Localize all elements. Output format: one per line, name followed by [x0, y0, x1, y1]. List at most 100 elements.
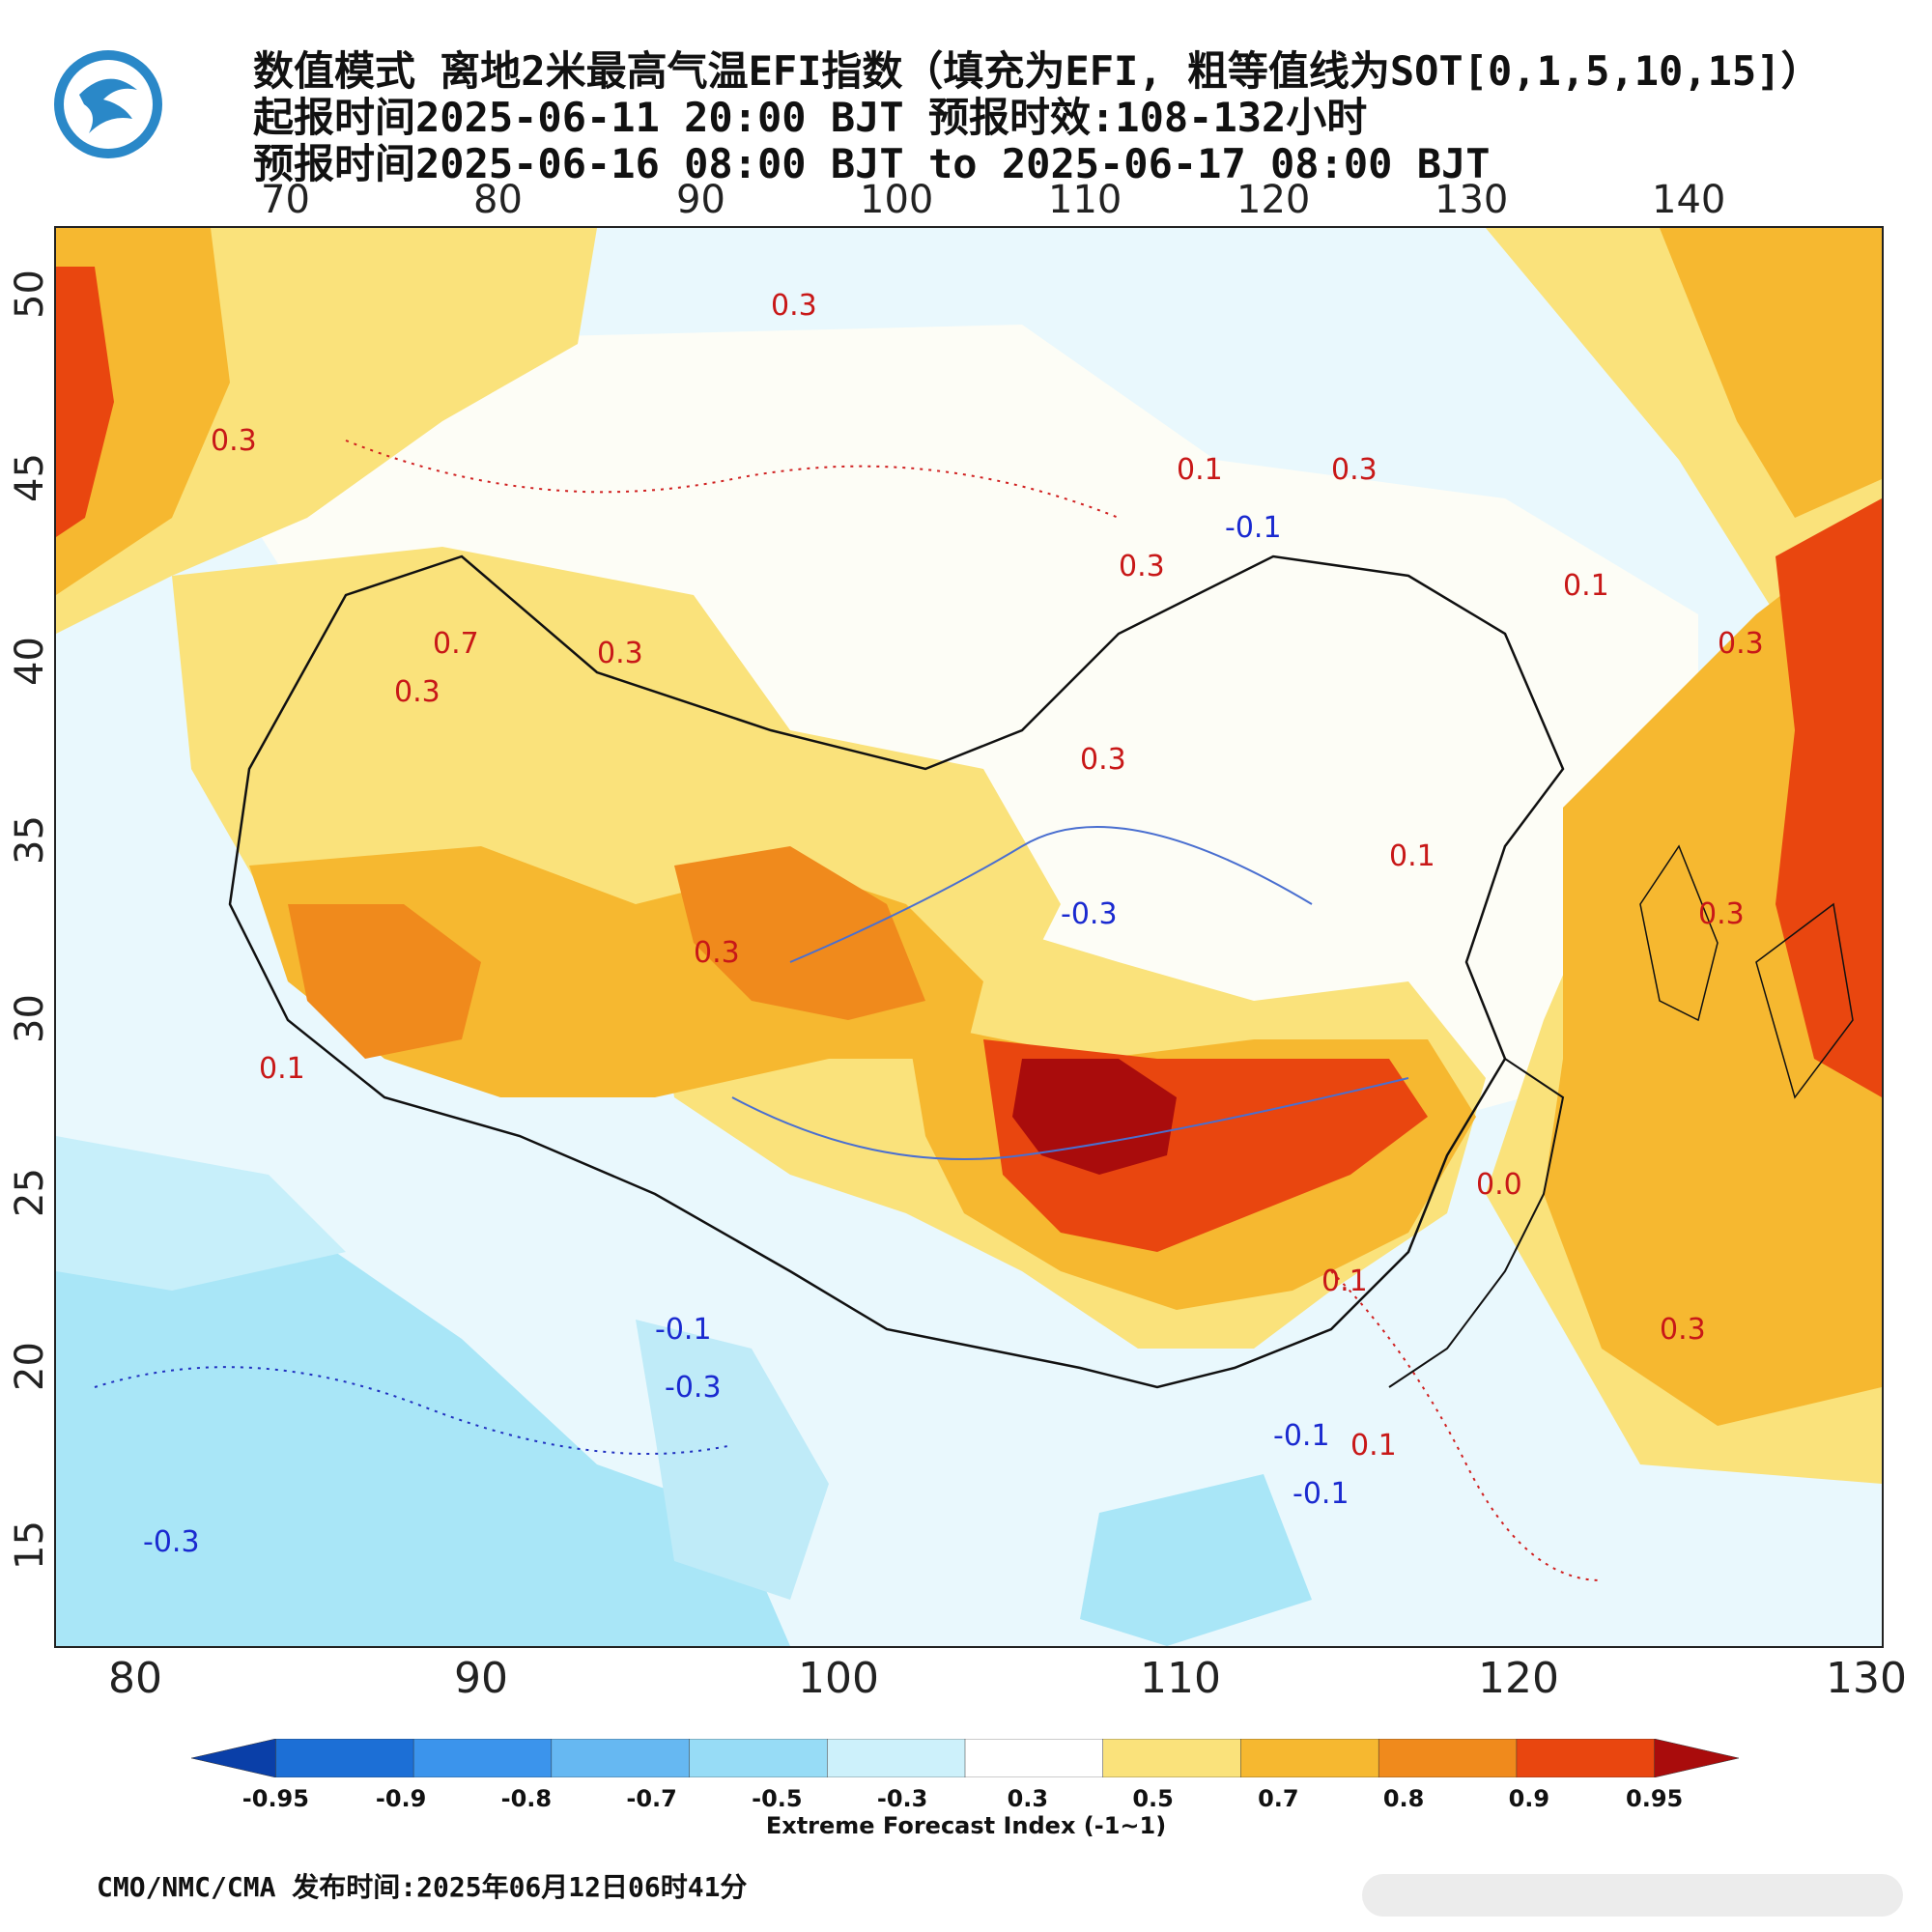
colorbar-segment-6 — [964, 1739, 1104, 1777]
contour-label-16: -0.1 — [1225, 511, 1282, 545]
bottom-lon-label-130: 130 — [1826, 1654, 1907, 1703]
left-lat-label-50: 50 — [8, 270, 52, 319]
top-lon-label-100: 100 — [860, 178, 934, 222]
bottom-lon-label-100: 100 — [798, 1654, 879, 1703]
bottom-lon-label-120: 120 — [1478, 1654, 1559, 1703]
contour-label-8: 0.1 — [1177, 453, 1223, 487]
dotted-contour-red-north — [345, 440, 1120, 519]
cma-logo — [54, 50, 162, 158]
colorbar-segment-2 — [412, 1739, 553, 1777]
contour-label-13: 0.1 — [1350, 1429, 1397, 1463]
contour-label-14: 0.3 — [1119, 550, 1165, 583]
contour-label-6: 0.3 — [694, 936, 740, 970]
colorbar-segment-0 — [191, 1739, 276, 1777]
colorbar-label-0.8: 0.8 — [1382, 1785, 1425, 1812]
contour-label-2: 0.7 — [433, 627, 479, 661]
colorbar-label--0.9: -0.9 — [375, 1785, 427, 1812]
contour-label-19: -0.1 — [1293, 1477, 1350, 1511]
contour-label-4: 0.3 — [394, 675, 440, 709]
contour-label-1: 0.3 — [211, 424, 257, 458]
contour-label-20: -0.3 — [1061, 897, 1118, 931]
colorbar-label-0.9: 0.9 — [1508, 1785, 1550, 1812]
colorbar-label-0.3: 0.3 — [1007, 1785, 1049, 1812]
coastline-east — [1388, 1058, 1565, 1388]
top-lon-label-70: 70 — [261, 178, 310, 222]
dotted-contour-red-east — [1330, 1270, 1603, 1581]
colorbar-label--0.95: -0.95 — [242, 1785, 309, 1812]
colorbar-label--0.3: -0.3 — [876, 1785, 928, 1812]
colorbar-segment-4 — [689, 1739, 829, 1777]
colorbar-segment-10 — [1516, 1739, 1656, 1777]
colorbar-segment-3 — [551, 1739, 691, 1777]
contour-label-23: -0.1 — [1273, 1419, 1330, 1453]
efi-fill-redorange-tibet — [288, 904, 481, 1059]
contour-label-5: 0.3 — [1080, 743, 1126, 777]
top-lon-label-140: 140 — [1652, 178, 1726, 222]
colorbar-label-0.7: 0.7 — [1258, 1785, 1299, 1812]
colorbar-segment-5 — [827, 1739, 966, 1777]
contour-label-21: 0.1 — [1321, 1264, 1368, 1298]
contour-label-0: 0.3 — [771, 289, 817, 323]
map-title-line-2: 起报时间2025-06-11 20:00 BJT 预报时效:108-132小时 — [253, 94, 1368, 141]
efi-map-canvas: 0.3 0.3 0.7 0.3 0.3 0.3 0.3 0.1 0.1 0.1 0.3 0.3 0.3 0… — [56, 228, 1882, 1646]
contour-label-9: 0.1 — [1563, 569, 1609, 603]
contour-label-17: -0.1 — [655, 1313, 712, 1347]
china-border — [228, 554, 1565, 1389]
left-lat-label-25: 25 — [8, 1168, 52, 1217]
left-lat-label-35: 35 — [8, 815, 52, 865]
left-lat-label-20: 20 — [8, 1342, 52, 1391]
colorbar-label--0.5: -0.5 — [752, 1785, 803, 1812]
colorbar-label-0.5: 0.5 — [1132, 1785, 1174, 1812]
contour-label-15: -0.3 — [143, 1525, 200, 1559]
colorbar-segment-7 — [1102, 1739, 1242, 1777]
river-yellow — [789, 826, 1313, 963]
colorbar-label--0.8: -0.8 — [500, 1785, 553, 1812]
top-lon-label-120: 120 — [1236, 178, 1311, 222]
left-lat-label-15: 15 — [8, 1520, 52, 1570]
bottom-lon-label-110: 110 — [1140, 1654, 1221, 1703]
contour-label-3: 0.3 — [597, 637, 643, 670]
contour-label-22: 0.0 — [1476, 1168, 1522, 1202]
footer-issue-time: CMO/NMC/CMA 发布时间:2025年06月12日06时41分 — [97, 1871, 748, 1903]
colorbar-segment-9 — [1378, 1739, 1518, 1777]
efi-colorbar — [191, 1739, 1739, 1777]
contour-label-11: 0.3 — [1698, 897, 1745, 931]
efi-fill-cyan-indochina — [636, 1320, 829, 1600]
efi-fill-cyan-west — [56, 1136, 346, 1291]
efi-fill-darkred-sichuan — [1012, 1059, 1177, 1175]
colorbar-label--0.7: -0.7 — [626, 1785, 677, 1812]
colorbar-title: Extreme Forecast Index (-1~1) — [765, 1812, 1167, 1839]
efi-fill-redorange-qinghai — [674, 846, 925, 1020]
colorbar-segment-1 — [275, 1739, 414, 1777]
efi-fill-cyan-southwest — [56, 1233, 790, 1646]
top-lon-label-110: 110 — [1048, 178, 1122, 222]
korea-japan-outline — [1639, 844, 1854, 1099]
contour-label-7: 0.1 — [259, 1052, 305, 1086]
contour-label-24: 0.1 — [1389, 839, 1435, 873]
colorbar-segment-11 — [1654, 1739, 1739, 1777]
efi-fill-cyan-seasia — [1080, 1474, 1312, 1646]
efi-fill-orange-northeast-strip — [1660, 228, 1882, 518]
colorbar-segment-8 — [1240, 1739, 1379, 1777]
colorbar-label-0.95: 0.95 — [1626, 1785, 1684, 1812]
bottom-lon-label-90: 90 — [454, 1654, 508, 1703]
top-lon-label-130: 130 — [1435, 178, 1509, 222]
left-lat-label-30: 30 — [8, 994, 52, 1043]
river-yangtze — [731, 1077, 1409, 1160]
bottom-lon-label-80: 80 — [108, 1654, 162, 1703]
efi-fill-redorange-japan — [1776, 498, 1882, 1097]
contour-labels: 0.3 0.3 0.7 0.3 0.3 0.3 0.3 0.1 0.1 0.1 0.3 0.3 0.3 0… — [143, 289, 1764, 1559]
top-lon-label-90: 90 — [676, 178, 725, 222]
contour-label-25: 0.3 — [1331, 453, 1378, 487]
map-title-line-1: 数值模式 离地2米最高气温EFI指数（填充为EFI, 粗等值线为SOT[0,1,… — [253, 47, 1822, 95]
left-lat-label-45: 45 — [8, 453, 52, 502]
left-lat-label-40: 40 — [8, 637, 52, 686]
efi-fill-redorange-northwest-edge — [56, 267, 114, 537]
map-title-line-3: 预报时间2025-06-16 08:00 BJT to 2025-06-17 0… — [253, 140, 1491, 187]
top-lon-label-80: 80 — [473, 178, 523, 222]
watermark-overlay — [1362, 1874, 1903, 1917]
contour-label-10: 0.3 — [1718, 627, 1764, 661]
contour-label-18: -0.3 — [665, 1371, 722, 1405]
efi-fill-white-north — [249, 325, 1698, 1155]
contour-label-12: 0.3 — [1660, 1313, 1706, 1347]
